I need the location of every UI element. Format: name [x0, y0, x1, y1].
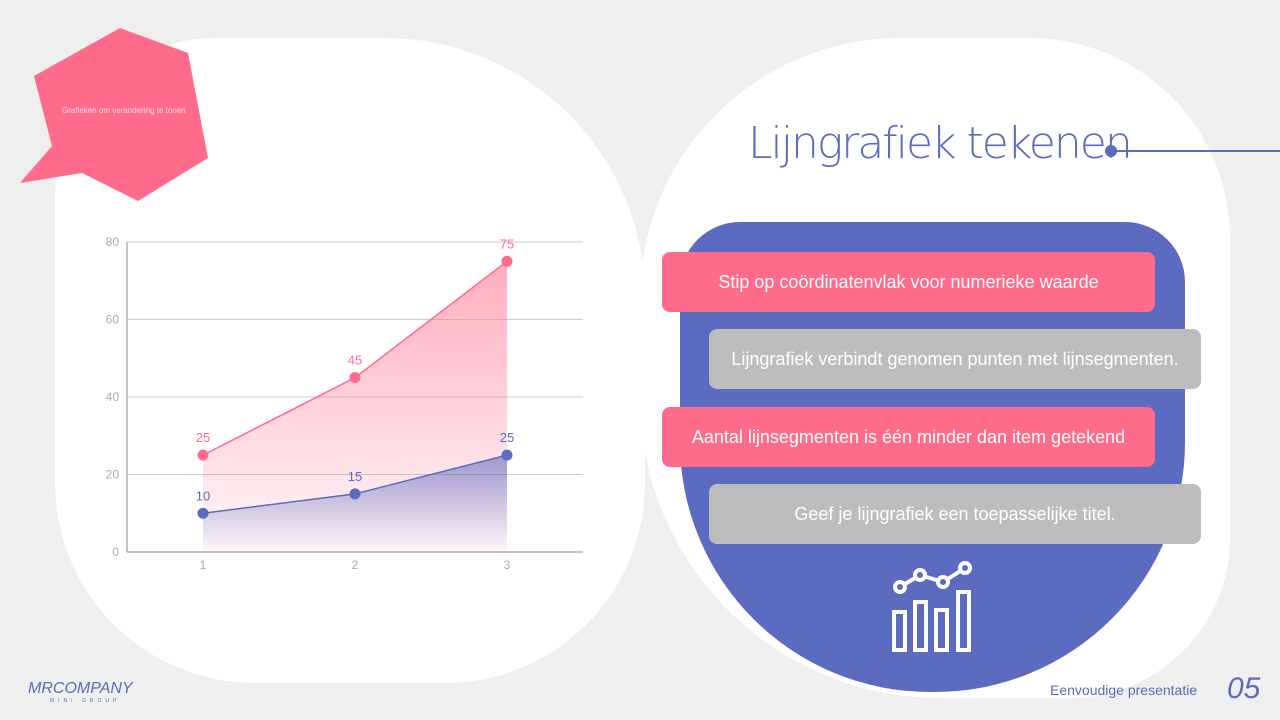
- data-point: [349, 372, 361, 384]
- y-tick-label: 20: [106, 468, 120, 482]
- card-2: Lijngrafiek verbindt genomen punten met …: [709, 329, 1201, 389]
- line-bar-chart-icon: [892, 561, 972, 652]
- speech-bubble: [20, 28, 208, 201]
- x-tick-label: 1: [200, 558, 207, 572]
- slide-title: Lijngrafiek tekenen: [748, 118, 1133, 169]
- data-label: 25: [500, 430, 514, 445]
- logo-name: MRCOMPANY: [28, 680, 133, 697]
- data-point: [197, 507, 209, 519]
- data-point: [349, 488, 361, 500]
- y-tick-label: 0: [112, 545, 119, 559]
- x-tick-label: 3: [504, 558, 511, 572]
- data-label: 25: [196, 430, 210, 445]
- data-label: 15: [348, 469, 362, 484]
- line-chart: 0 20 40 60 80 1 2 3 25 45 75 10 15 25: [106, 235, 583, 572]
- data-point: [197, 449, 209, 461]
- y-tick-label: 40: [106, 390, 120, 404]
- card-1: Stip op coördinatenvlak voor numerieke w…: [662, 252, 1155, 312]
- y-tick-label: 60: [106, 313, 120, 327]
- x-tick-label: 2: [352, 558, 359, 572]
- data-label: 10: [196, 488, 210, 503]
- card-4: Geef je lijngrafiek een toepasselijke ti…: [709, 484, 1201, 544]
- logo-sub: MINI GROUP: [50, 698, 121, 704]
- title-line: [1110, 150, 1280, 152]
- card-3: Aantal lijnsegmenten is één minder dan i…: [662, 407, 1155, 467]
- data-point: [501, 255, 513, 267]
- page-number: 05: [1227, 672, 1261, 705]
- bubble-text: Grafieken om verandering te tonen: [62, 106, 186, 115]
- footer-text: Eenvoudige presentatie: [1050, 682, 1198, 698]
- data-label: 75: [500, 236, 514, 251]
- series-area: [203, 455, 507, 552]
- y-tick-label: 80: [106, 235, 120, 249]
- data-label: 45: [348, 353, 362, 368]
- data-point: [501, 449, 513, 461]
- company-logo: MRCOMPANY MINI GROUP: [28, 680, 133, 704]
